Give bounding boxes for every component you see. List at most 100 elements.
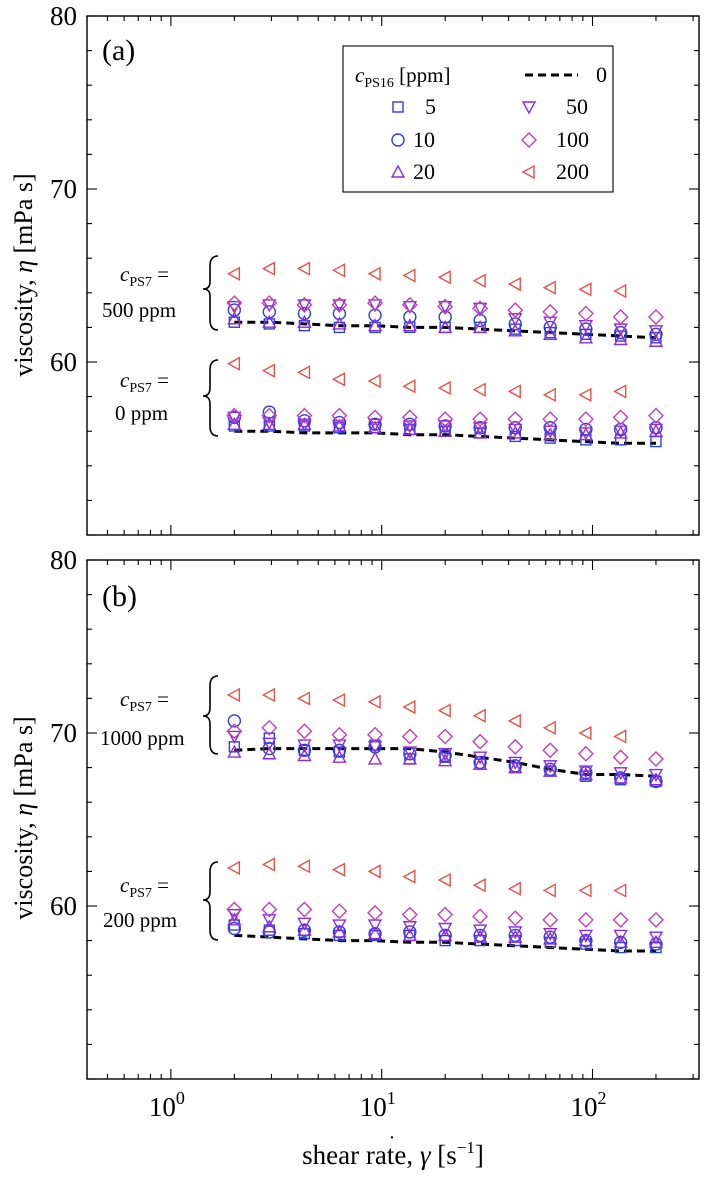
data-point-10ppm <box>543 421 557 435</box>
data-point-100ppm <box>331 726 348 743</box>
data-point-20ppm <box>472 425 488 439</box>
x-tick-labels: 100 101 102 <box>149 1088 607 1122</box>
data-point-20ppm <box>297 922 312 936</box>
data-point-100ppm <box>261 295 278 312</box>
panel-a: (a) 60 70 80 viscosity, η [mPa s] cPS16 [p… <box>9 1 700 536</box>
data-point-10ppm <box>297 306 312 321</box>
data-point-50ppm <box>262 737 277 751</box>
data-point-50ppm <box>543 927 558 942</box>
data-point-50ppm <box>508 313 523 327</box>
data-point-100ppm <box>542 411 559 428</box>
data-point-5ppm <box>298 744 311 756</box>
data-point-20ppm <box>367 318 383 332</box>
data-point-20ppm <box>367 926 383 940</box>
group-label-500ppm: cPS7 = 500 ppm <box>102 255 219 331</box>
data-point-20ppm <box>227 416 242 430</box>
data-point-200ppm <box>613 883 627 898</box>
data-point-10ppm <box>543 762 557 777</box>
data-point-200ppm <box>472 273 486 288</box>
data-point-200ppm <box>507 881 521 896</box>
data-point-10ppm <box>368 926 382 941</box>
reference-line-0ppm <box>234 429 656 445</box>
svg-text:cPS7 =: cPS7 = <box>120 687 169 715</box>
data-point-20ppm <box>508 425 523 439</box>
data-point-100ppm <box>647 911 664 928</box>
data-point-50ppm <box>227 908 242 923</box>
data-point-200ppm <box>437 872 451 888</box>
brace-200ppm <box>202 861 219 941</box>
data-series-a <box>226 261 664 448</box>
data-point-200ppm <box>578 387 592 403</box>
data-point-200ppm <box>261 687 276 703</box>
data-point-200ppm <box>296 261 311 276</box>
data-point-20ppm <box>367 751 383 765</box>
data-point-50ppm <box>472 422 488 436</box>
data-point-100ppm <box>542 742 559 759</box>
data-point-200ppm <box>472 878 486 893</box>
data-point-10ppm <box>543 930 557 944</box>
data-point-100ppm <box>647 309 664 326</box>
data-point-200ppm <box>331 862 346 877</box>
x-tick-label: 102 <box>571 1088 607 1122</box>
panel-b: (b) 60 70 80 viscosity, η [mPa s] cPS7 = 1… <box>9 545 700 1080</box>
data-point-100ppm <box>437 906 454 923</box>
data-point-10ppm <box>227 714 242 728</box>
data-point-100ppm <box>647 407 664 424</box>
data-point-50ppm <box>578 929 594 943</box>
data-point-10ppm <box>508 759 522 773</box>
y-tick-label: 70 <box>50 174 77 204</box>
legend-title: cPS16 [ppm] <box>355 63 450 91</box>
data-point-50ppm <box>262 914 277 928</box>
data-point-50ppm <box>367 418 383 432</box>
data-point-20ppm <box>578 933 594 947</box>
group-label-0ppm: cPS7 = 0 ppm <box>115 359 219 437</box>
data-point-20ppm <box>543 326 558 341</box>
data-point-20ppm <box>437 927 453 942</box>
data-point-50ppm <box>332 420 347 434</box>
data-point-20ppm <box>402 927 418 942</box>
data-point-50ppm <box>437 922 453 936</box>
data-point-10ppm <box>579 322 593 336</box>
legend-box <box>342 45 614 193</box>
data-point-100ppm <box>507 910 524 927</box>
data-point-20ppm <box>578 767 594 781</box>
data-point-200ppm <box>226 687 241 703</box>
data-point-5ppm <box>650 435 662 448</box>
data-point-5ppm <box>333 746 346 758</box>
svg-text:cPS7 =: cPS7 = <box>120 368 169 396</box>
data-point-200ppm <box>296 859 311 874</box>
brace-0ppm <box>202 359 219 437</box>
data-point-10ppm <box>262 305 277 319</box>
legend-label-100: 100 <box>556 127 589 152</box>
data-point-50ppm <box>472 751 488 765</box>
data-point-20ppm <box>508 323 523 337</box>
data-point-100ppm <box>542 303 559 320</box>
data-point-100ppm <box>507 411 524 428</box>
data-point-10ppm <box>403 417 417 431</box>
data-point-50ppm <box>297 418 312 432</box>
data-point-200ppm <box>578 282 592 297</box>
data-point-200ppm <box>542 883 556 898</box>
data-point-20ppm <box>227 311 242 325</box>
data-point-10ppm <box>332 415 347 430</box>
svg-text:200 ppm: 200 ppm <box>103 908 177 932</box>
panel-label-b: (b) <box>102 580 137 613</box>
data-point-10ppm <box>227 303 242 317</box>
data-point-200ppm <box>367 694 381 710</box>
data-point-20ppm <box>402 751 418 765</box>
data-point-20ppm <box>543 763 558 777</box>
data-point-50ppm <box>613 767 628 781</box>
data-point-100ppm <box>226 407 243 424</box>
data-point-50ppm <box>297 917 312 931</box>
data-point-200ppm <box>472 708 486 723</box>
data-point-200ppm <box>261 363 276 378</box>
data-point-200ppm <box>402 699 416 715</box>
data-point-50ppm <box>648 325 664 339</box>
data-point-100ppm <box>401 296 418 313</box>
data-point-100ppm <box>612 911 629 928</box>
data-point-50ppm <box>508 756 523 770</box>
data-point-20ppm <box>472 756 488 770</box>
y-axis-label-b: viscosity, η [mPa s] <box>9 716 38 919</box>
data-point-20ppm <box>508 760 523 774</box>
